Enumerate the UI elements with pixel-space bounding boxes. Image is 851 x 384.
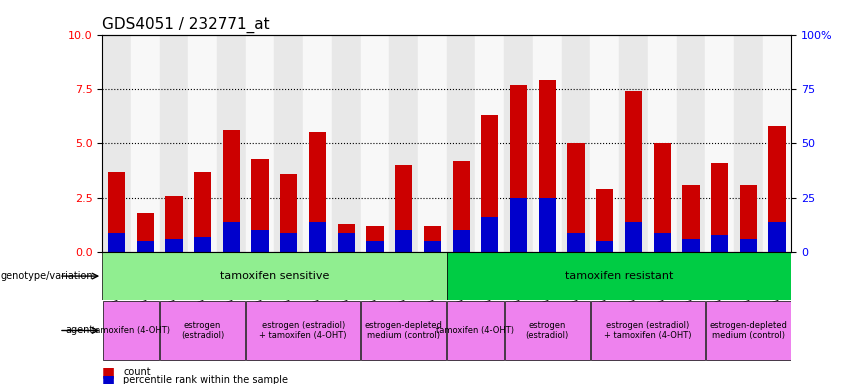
Bar [705, 35, 734, 252]
Bar [165, 195, 182, 252]
FancyBboxPatch shape [705, 301, 791, 360]
Text: tamoxifen (4-OHT): tamoxifen (4-OHT) [92, 326, 170, 335]
FancyBboxPatch shape [447, 252, 791, 300]
Bar [596, 189, 614, 252]
Bar [533, 35, 562, 252]
Text: estrogen (estradiol)
+ tamoxifen (4-OHT): estrogen (estradiol) + tamoxifen (4-OHT) [604, 321, 692, 340]
FancyBboxPatch shape [246, 301, 360, 360]
Bar [160, 35, 188, 252]
Bar [768, 222, 785, 252]
Text: estrogen (estradiol)
+ tamoxifen (4-OHT): estrogen (estradiol) + tamoxifen (4-OHT) [260, 321, 347, 340]
FancyBboxPatch shape [505, 301, 590, 360]
Text: tamoxifen resistant: tamoxifen resistant [565, 271, 673, 281]
Bar [447, 35, 476, 252]
Bar [131, 35, 160, 252]
Bar [562, 35, 591, 252]
Bar [711, 163, 728, 252]
Bar [740, 185, 757, 252]
Bar [102, 35, 131, 252]
Bar [252, 159, 269, 252]
Bar [165, 239, 182, 252]
FancyBboxPatch shape [160, 301, 245, 360]
Bar [418, 35, 447, 252]
Bar [223, 130, 240, 252]
Bar [332, 35, 361, 252]
Bar [188, 35, 217, 252]
Bar [217, 35, 246, 252]
Bar [108, 172, 125, 252]
Bar [252, 230, 269, 252]
Bar [274, 35, 303, 252]
Bar [648, 35, 677, 252]
Bar [309, 222, 326, 252]
Bar [108, 233, 125, 252]
Bar [654, 233, 671, 252]
Bar [591, 35, 620, 252]
Bar [338, 233, 355, 252]
Bar [453, 230, 470, 252]
Bar [568, 233, 585, 252]
Bar [395, 165, 412, 252]
Bar [476, 35, 504, 252]
Bar [620, 35, 648, 252]
FancyBboxPatch shape [448, 301, 504, 360]
FancyBboxPatch shape [361, 301, 446, 360]
FancyBboxPatch shape [102, 252, 447, 300]
Bar [654, 143, 671, 252]
Text: genotype/variation: genotype/variation [1, 271, 94, 281]
Bar [194, 172, 211, 252]
Text: percentile rank within the sample: percentile rank within the sample [123, 375, 288, 384]
Bar [246, 35, 274, 252]
Text: GDS4051 / 232771_at: GDS4051 / 232771_at [102, 17, 270, 33]
Bar [683, 239, 700, 252]
Bar [510, 198, 527, 252]
Bar [482, 217, 499, 252]
Bar [539, 198, 556, 252]
Text: ■: ■ [102, 373, 115, 384]
Bar [625, 91, 643, 252]
Text: tamoxifen sensitive: tamoxifen sensitive [220, 271, 329, 281]
Text: estrogen
(estradiol): estrogen (estradiol) [526, 321, 569, 340]
Bar [625, 222, 643, 252]
Text: estrogen-depleted
medium (control): estrogen-depleted medium (control) [710, 321, 787, 340]
Bar [539, 80, 556, 252]
Bar [309, 132, 326, 252]
Text: agent: agent [66, 326, 94, 336]
Bar [280, 174, 298, 252]
Bar [395, 230, 412, 252]
Bar [711, 235, 728, 252]
FancyBboxPatch shape [103, 301, 159, 360]
Bar [683, 185, 700, 252]
Bar [424, 241, 441, 252]
Bar [734, 35, 762, 252]
Bar [510, 84, 527, 252]
Bar [453, 161, 470, 252]
Text: estrogen
(estradiol): estrogen (estradiol) [181, 321, 225, 340]
FancyBboxPatch shape [591, 301, 705, 360]
Bar [677, 35, 705, 252]
Bar [740, 239, 757, 252]
Bar [482, 115, 499, 252]
Bar [194, 237, 211, 252]
Bar [389, 35, 418, 252]
Bar [223, 222, 240, 252]
Bar [338, 224, 355, 252]
Text: estrogen-depleted
medium (control): estrogen-depleted medium (control) [365, 321, 443, 340]
Bar [568, 143, 585, 252]
Bar [366, 226, 384, 252]
Bar [136, 241, 154, 252]
Text: count: count [123, 367, 151, 377]
Bar [280, 233, 298, 252]
Bar [596, 241, 614, 252]
Text: tamoxifen (4-OHT): tamoxifen (4-OHT) [437, 326, 515, 335]
Bar [762, 35, 791, 252]
Bar [504, 35, 533, 252]
Bar [768, 126, 785, 252]
Bar [136, 213, 154, 252]
Bar [303, 35, 332, 252]
Text: ■: ■ [102, 366, 115, 379]
Bar [366, 241, 384, 252]
Bar [361, 35, 389, 252]
Bar [424, 226, 441, 252]
